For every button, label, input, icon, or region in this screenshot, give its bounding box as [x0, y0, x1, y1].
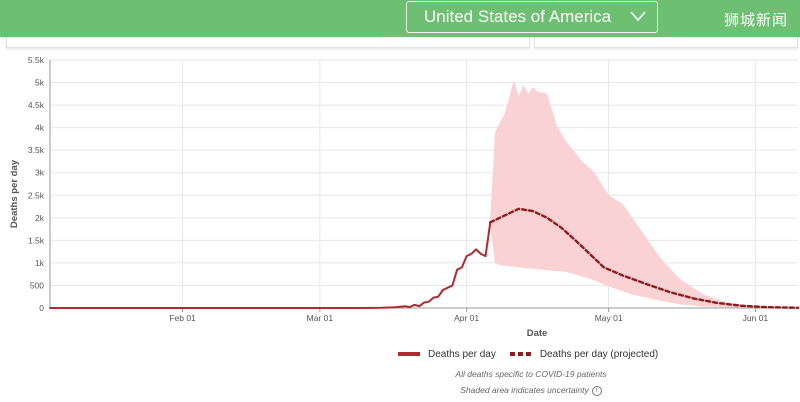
info-icon[interactable]: i	[591, 385, 602, 396]
legend-swatch-dashed	[509, 352, 532, 356]
y-tick-label: 1k	[35, 258, 45, 268]
y-tick-label: 0	[39, 303, 44, 313]
top-bar: United States of America 狮城新闻	[0, 0, 800, 37]
watermark-text: 狮城新闻	[723, 11, 788, 29]
legend-item-actual[interactable]: Deaths per day	[398, 349, 496, 360]
y-tick-label: 2.5k	[28, 190, 45, 200]
legend-swatch-solid	[398, 352, 420, 356]
card-strip-right	[534, 37, 798, 48]
y-tick-label: 5k	[35, 78, 45, 88]
deaths-per-day-chart: 0 500 1k 1.5k 2k 2.5k 3k 3.5k 4k 4.5k 5k 5.5k Feb 01…	[9, 55, 800, 339]
country-select[interactable]: United States of America	[406, 1, 658, 33]
country-select-value: United States of America	[424, 7, 612, 26]
y-tick-label: 4.5k	[28, 100, 45, 110]
series-line-actual	[49, 221, 492, 309]
legend-label-projected: Deaths per day (projected)	[539, 348, 659, 360]
note-deaths-specific: All deaths specific to COVID-19 patients	[455, 369, 607, 379]
series-line-projected	[489, 207, 800, 309]
note-uncertainty-text: Shaded area indicates uncertainty	[460, 385, 589, 395]
series-layer	[49, 207, 800, 309]
tick-labels: 0 500 1k 1.5k 2k 2.5k 3k 3.5k 4k 4.5k 5k 5.5k Feb 01…	[28, 55, 768, 323]
uncertainty-band	[490, 80, 798, 308]
uncertainty-band-layer	[490, 80, 798, 308]
y-tick-label: 1.5k	[28, 235, 45, 245]
y-axis-title: Deaths per day	[9, 159, 20, 228]
x-tick-label: Jun 01	[743, 313, 769, 323]
y-tick-label: 4k	[35, 123, 45, 133]
note-uncertainty: Shaded area indicates uncertainty i	[0, 385, 800, 396]
axes	[49, 60, 798, 312]
legend-item-projected[interactable]: Deaths per day (projected)	[509, 348, 659, 360]
y-tick-label: 2k	[35, 213, 45, 223]
legend: Deaths per day Deaths per day (projected…	[398, 347, 672, 361]
legend-label-actual: Deaths per day	[428, 348, 496, 360]
y-tick-label: 5.5k	[28, 55, 45, 65]
chevron-down-icon	[630, 11, 646, 22]
y-tick-label: 3k	[35, 168, 45, 178]
x-tick-label: Apr 01	[454, 313, 479, 323]
card-strip-left	[6, 37, 530, 48]
y-tick-label: 500	[30, 280, 44, 290]
x-tick-label: Feb 01	[169, 313, 196, 323]
x-axis-title: Date	[527, 328, 548, 339]
x-tick-label: Mar 01	[307, 313, 334, 323]
x-tick-label: May 01	[595, 313, 623, 323]
grid-lines	[50, 59, 798, 309]
y-tick-label: 3.5k	[28, 145, 45, 155]
